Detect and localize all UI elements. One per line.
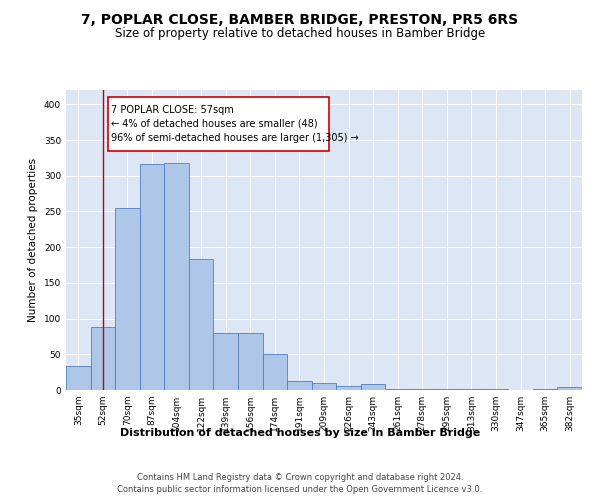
Y-axis label: Number of detached properties: Number of detached properties — [28, 158, 38, 322]
FancyBboxPatch shape — [108, 97, 329, 150]
Bar — [140, 164, 164, 390]
Bar — [557, 387, 582, 390]
Bar — [361, 384, 385, 390]
Bar — [434, 388, 459, 390]
Text: Size of property relative to detached houses in Bamber Bridge: Size of property relative to detached ho… — [115, 28, 485, 40]
Text: Contains HM Land Registry data © Crown copyright and database right 2024.: Contains HM Land Registry data © Crown c… — [137, 472, 463, 482]
Bar — [385, 388, 410, 390]
Bar — [410, 388, 434, 390]
Bar — [189, 258, 214, 390]
Bar — [238, 333, 263, 390]
Bar — [164, 163, 189, 390]
Text: Contains public sector information licensed under the Open Government Licence v3: Contains public sector information licen… — [118, 485, 482, 494]
Bar — [336, 386, 361, 390]
Bar — [287, 382, 312, 390]
Bar — [66, 366, 91, 390]
Bar — [91, 327, 115, 390]
Bar — [115, 208, 140, 390]
Bar — [312, 383, 336, 390]
Text: 7 POPLAR CLOSE: 57sqm
← 4% of detached houses are smaller (48)
96% of semi-detac: 7 POPLAR CLOSE: 57sqm ← 4% of detached h… — [112, 105, 359, 143]
Text: Distribution of detached houses by size in Bamber Bridge: Distribution of detached houses by size … — [120, 428, 480, 438]
Bar — [214, 333, 238, 390]
Bar — [263, 354, 287, 390]
Text: 7, POPLAR CLOSE, BAMBER BRIDGE, PRESTON, PR5 6RS: 7, POPLAR CLOSE, BAMBER BRIDGE, PRESTON,… — [82, 12, 518, 26]
